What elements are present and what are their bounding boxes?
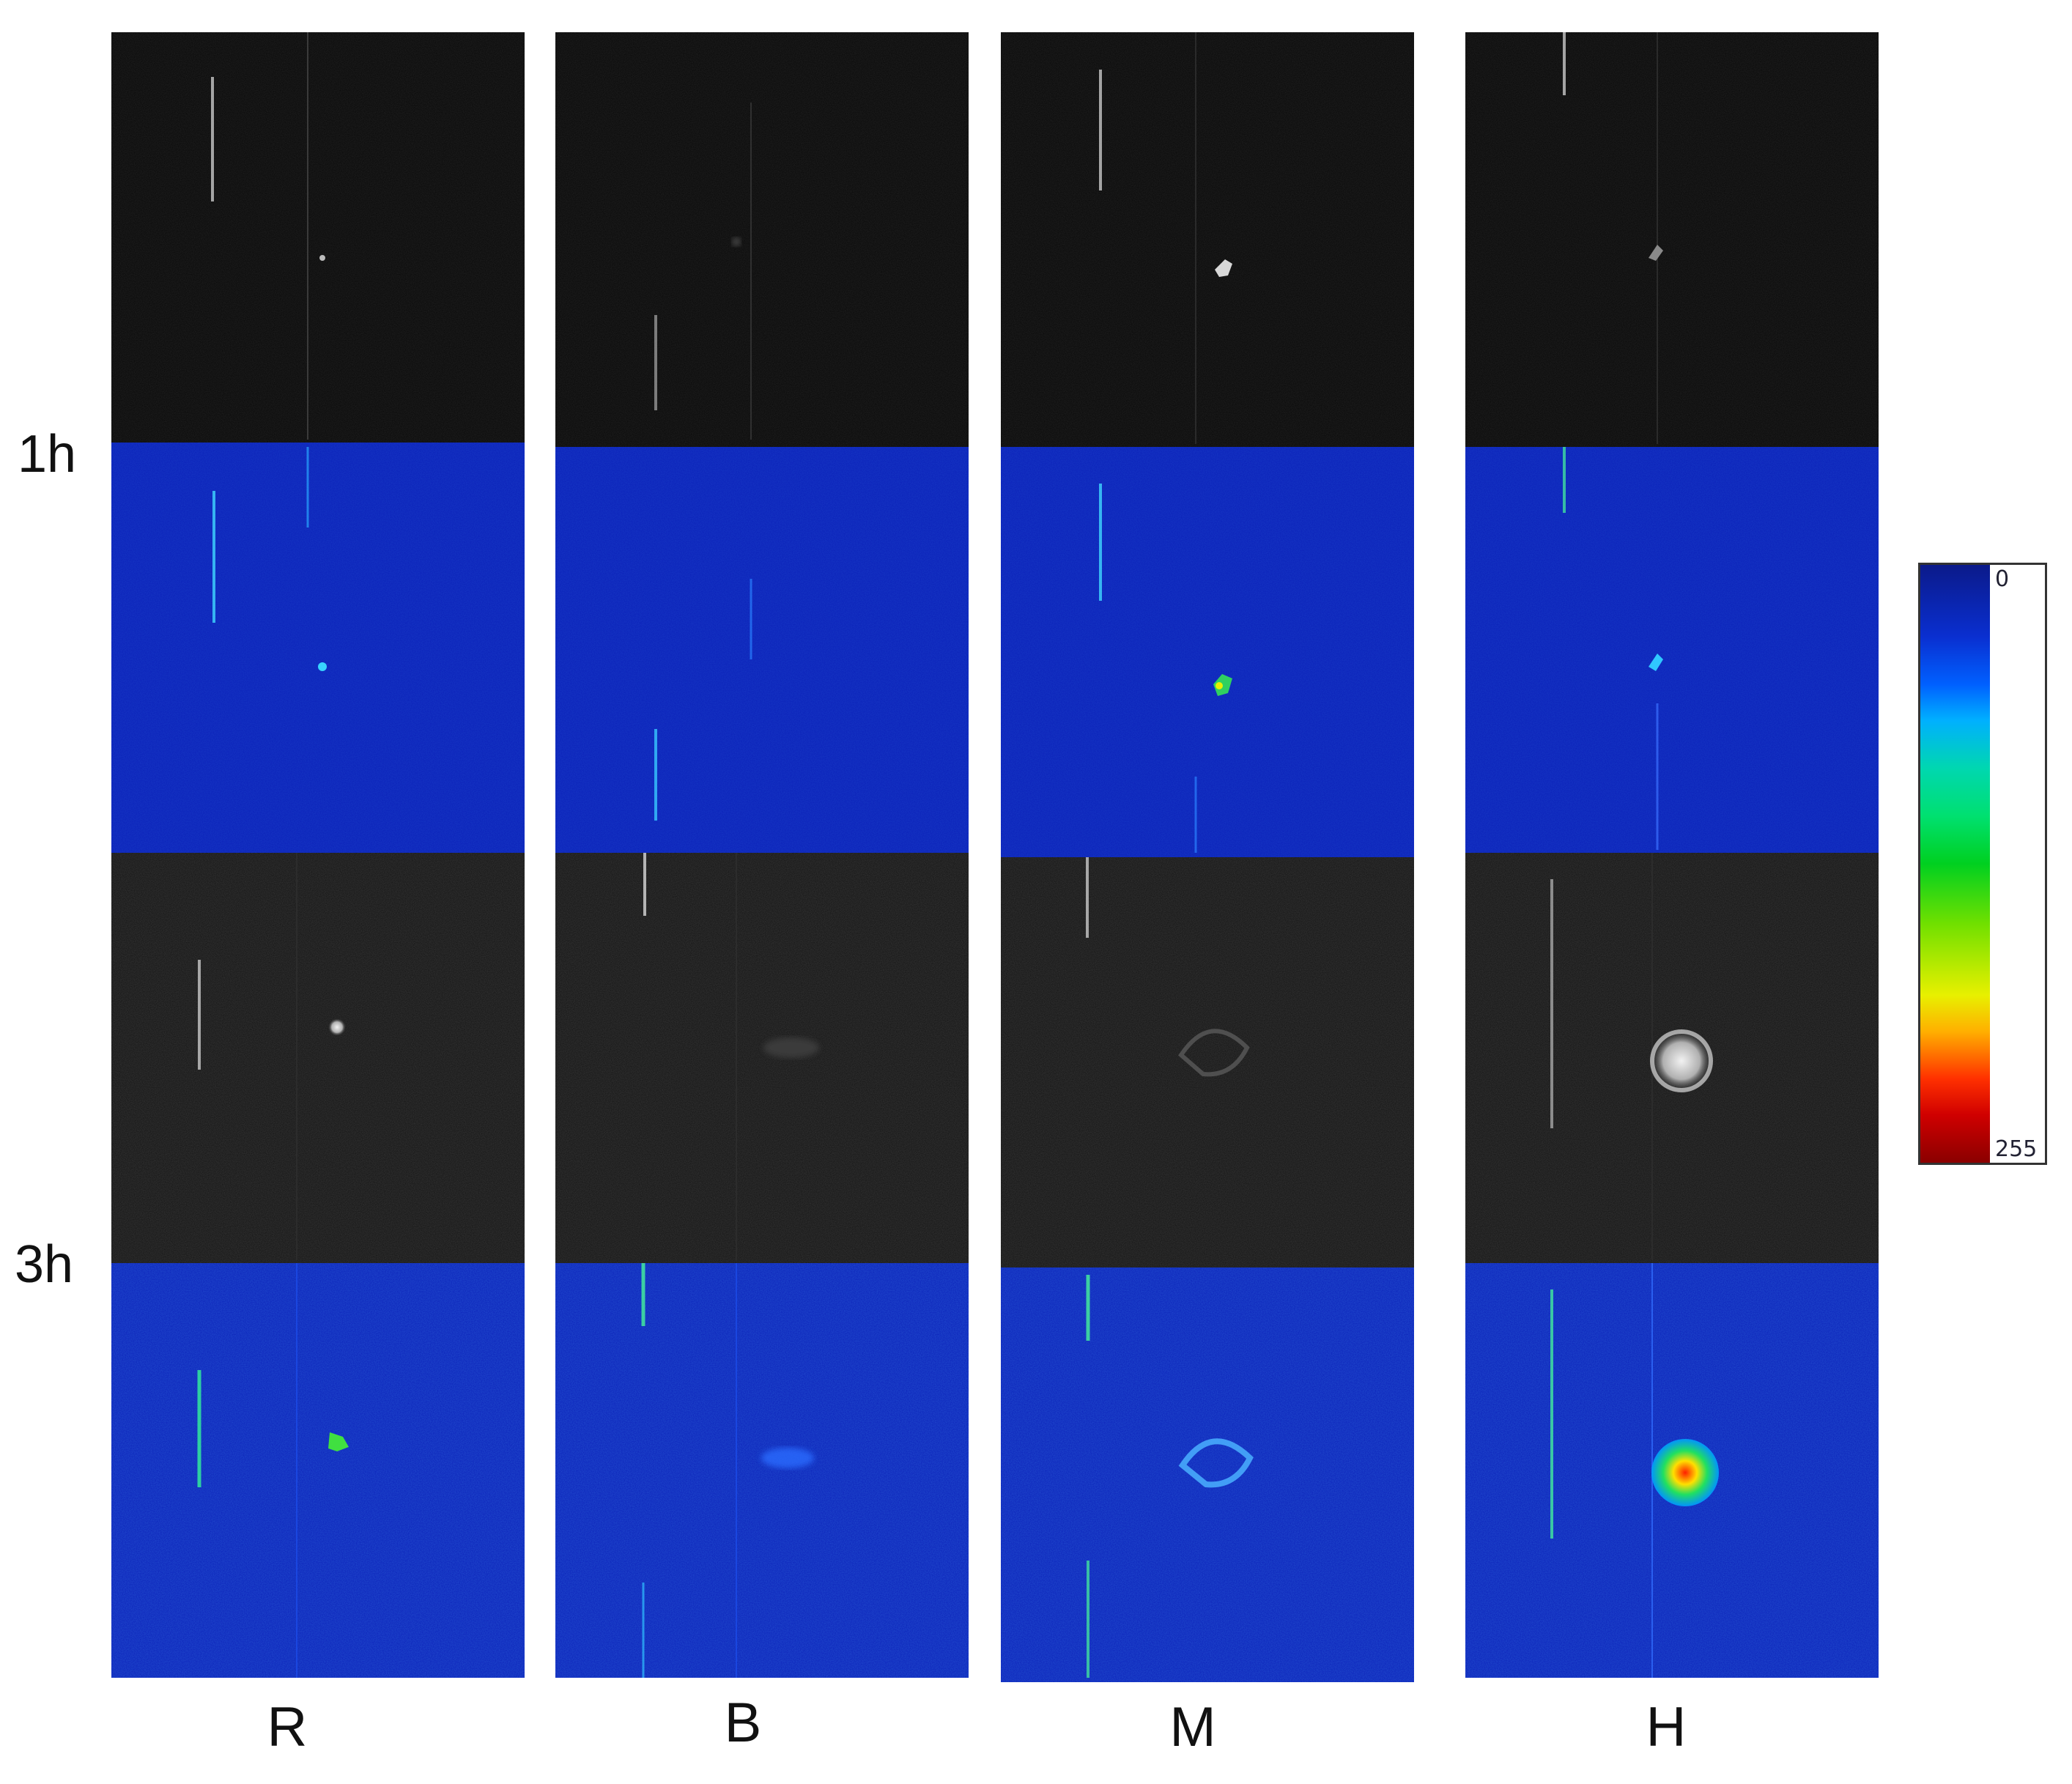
column-r — [111, 32, 525, 1678]
column-m — [1001, 32, 1414, 1682]
column-h — [1465, 32, 1879, 1678]
column-b — [555, 32, 969, 1678]
col-label-h: H — [1646, 1696, 1687, 1758]
col-label-r: R — [267, 1696, 308, 1758]
colorbar: 0 255 — [1918, 563, 2047, 1165]
col-label-m: M — [1169, 1696, 1216, 1758]
colorbar-gradient — [1920, 565, 1990, 1163]
col-label-b: B — [724, 1692, 762, 1754]
colorbar-min-label: 0 — [1995, 566, 2010, 592]
colorbar-max-label: 255 — [1995, 1136, 2038, 1162]
row-label-1h: 1h — [18, 425, 77, 484]
row-label-3h: 3h — [15, 1235, 74, 1294]
